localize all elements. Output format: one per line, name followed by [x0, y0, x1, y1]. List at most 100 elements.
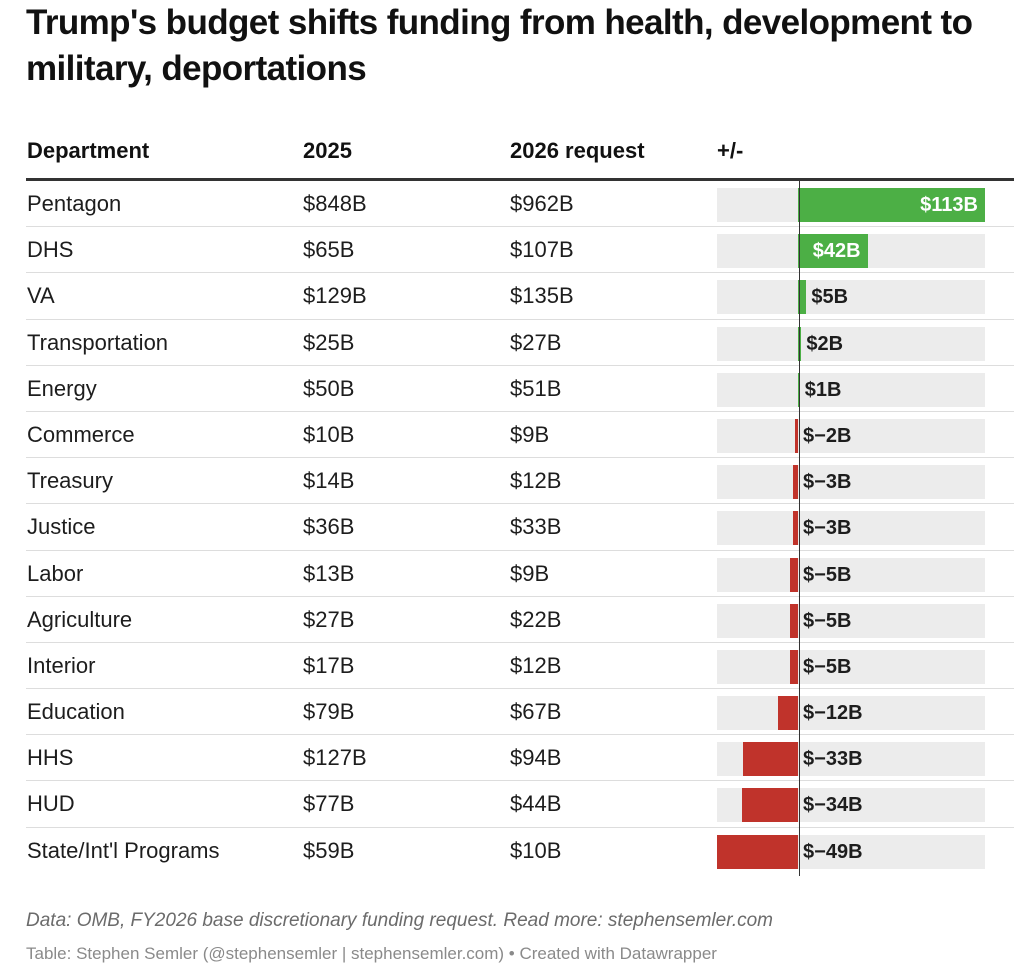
change-bar-track: $−3B	[717, 465, 985, 500]
value-2026-cell: $12B	[510, 652, 562, 678]
value-2026-cell: $27B	[510, 329, 562, 355]
department-cell: HHS	[27, 745, 74, 771]
value-2025-cell: $65B	[303, 237, 355, 263]
value-2025-cell: $848B	[303, 191, 367, 216]
department-cell: Treasury	[27, 468, 113, 494]
chart-title: Trump's budget shifts funding from healt…	[26, 3, 973, 88]
table-body: Pentagon $848B $962B $113B DHS $65B $107B $42B V…	[26, 181, 1014, 874]
table-row: DHS $65B $107B $42B	[26, 227, 1014, 274]
change-bar-track: $−49B	[717, 834, 985, 869]
change-bar-track: $−5B	[717, 649, 985, 684]
change-bar	[798, 234, 868, 269]
table-row: Interior $17B $12B $−5B	[26, 643, 1014, 690]
value-2025-cell: $25B	[303, 329, 355, 355]
change-label: $113B	[920, 194, 978, 216]
department-cell: State/Int'l Programs	[27, 837, 220, 863]
change-bar-track: $−34B	[717, 788, 985, 823]
value-2025-cell: $50B	[303, 375, 355, 401]
change-bar	[794, 418, 799, 453]
change-bar-track: $−3B	[717, 511, 985, 546]
change-label: $1B	[804, 378, 842, 401]
header-2026-request[interactable]: 2026 request	[510, 138, 645, 163]
change-bar	[717, 834, 799, 869]
table-row: Transportation $25B $27B $2B	[26, 320, 1014, 366]
change-bar	[798, 372, 800, 407]
change-bar	[798, 280, 807, 315]
value-2026-cell: $12B	[510, 468, 562, 494]
change-bar	[789, 649, 799, 684]
value-2025-cell: $10B	[303, 421, 355, 447]
value-2025-cell: $129B	[303, 283, 367, 309]
header-2025[interactable]: 2025	[303, 138, 352, 163]
change-bar-track: $−2B	[717, 418, 985, 453]
value-2025-cell: $13B	[303, 560, 355, 586]
value-2026-cell: $67B	[510, 699, 562, 725]
change-label: $−5B	[803, 563, 852, 586]
change-bar	[741, 788, 799, 823]
table-row: HHS $127B $94B $−33B	[26, 735, 1014, 782]
department-cell: Labor	[27, 560, 84, 586]
department-cell: DHS	[27, 237, 74, 263]
change-label: $−5B	[803, 655, 852, 678]
value-2025-cell: $36B	[303, 514, 355, 540]
header-department[interactable]: Department	[27, 138, 150, 163]
change-label: $5B	[811, 286, 849, 309]
value-2026-cell: $107B	[510, 237, 574, 263]
value-2026-cell: $9B	[510, 560, 550, 586]
zero-line	[799, 181, 800, 876]
header-change[interactable]: +/-	[717, 138, 744, 163]
value-2025-cell: $27B	[303, 606, 355, 632]
department-cell: Education	[27, 699, 125, 725]
change-bar-track: $5B	[717, 280, 985, 315]
department-cell: Energy	[27, 375, 97, 401]
change-bar	[778, 696, 799, 731]
table-row: Pentagon $848B $962B $113B	[26, 181, 1014, 228]
change-bar-track: $−12B	[717, 696, 985, 731]
change-bar-track: $2B	[717, 326, 985, 361]
change-label: $−33B	[803, 748, 863, 771]
change-label: $−34B	[803, 794, 863, 817]
credit-line: Table: Stephen Semler (@stephensemler | …	[26, 944, 717, 963]
table-row: VA $129B $135B $5B	[26, 273, 1014, 320]
change-label: $−49B	[803, 840, 863, 863]
department-cell: Interior	[27, 652, 96, 678]
table-row: Treasury $14B $12B $−3B	[26, 458, 1014, 505]
value-2026-cell: $10B	[510, 837, 562, 863]
change-label: $−2B	[803, 424, 852, 447]
value-2025-cell: $127B	[303, 745, 367, 771]
change-bar	[798, 188, 985, 222]
change-bar	[793, 465, 799, 500]
change-bar-track: $1B	[717, 372, 985, 407]
value-2025-cell: $79B	[303, 699, 355, 725]
change-label: $−3B	[803, 517, 852, 540]
value-2026-cell: $9B	[510, 421, 550, 447]
table-row: HUD $77B $44B $−34B	[26, 781, 1014, 828]
change-bar	[793, 511, 799, 546]
value-2026-cell: $94B	[510, 745, 562, 771]
department-cell: Commerce	[27, 421, 135, 447]
header-rule	[26, 178, 1014, 181]
department-cell: Agriculture	[27, 606, 133, 632]
change-label: $−3B	[803, 471, 852, 494]
source-note: Data: OMB, FY2026 base discretionary fun…	[26, 910, 774, 931]
value-2026-cell: $22B	[510, 606, 562, 632]
table-header: Department 2025 2026 request +/-	[26, 134, 1014, 178]
value-2026-cell: $962B	[510, 191, 574, 216]
table-row: Commerce $10B $9B $−2B	[26, 412, 1014, 459]
change-bar	[743, 742, 799, 777]
department-cell: VA	[27, 283, 55, 309]
department-cell: Transportation	[27, 329, 169, 355]
table-row: Labor $13B $9B $−5B	[26, 551, 1014, 597]
change-bar-track: $−5B	[717, 603, 985, 638]
department-cell: Justice	[27, 514, 96, 540]
value-2026-cell: $135B	[510, 283, 574, 309]
table-row: Energy $50B $51B $1B	[26, 366, 1014, 412]
value-2025-cell: $14B	[303, 468, 355, 494]
change-bar-track: $113B	[717, 188, 985, 222]
change-bar	[789, 603, 799, 638]
change-bar-track: $−33B	[717, 742, 985, 777]
change-label: $42B	[812, 240, 861, 263]
change-bar-track: $42B	[717, 234, 985, 269]
change-label: $−5B	[803, 609, 852, 632]
value-2026-cell: $44B	[510, 791, 562, 817]
